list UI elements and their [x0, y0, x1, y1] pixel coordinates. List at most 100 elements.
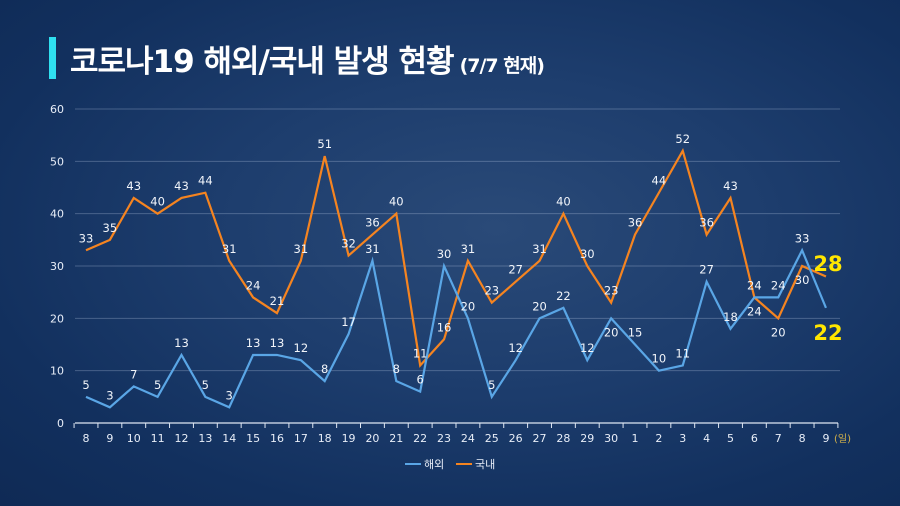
data-label-domestic: 27 [508, 263, 523, 277]
data-label-overseas: 8 [393, 362, 400, 376]
data-label-domestic: 43 [174, 179, 189, 193]
data-label-domestic: 30 [580, 247, 595, 261]
data-label-overseas: 5 [488, 378, 495, 392]
x-tick-label: 23 [437, 432, 451, 445]
legend-label-overseas: 해외 [424, 457, 444, 471]
data-label-overseas: 20 [604, 325, 619, 339]
highlight-label-overseas: 22 [813, 321, 842, 345]
data-label-domestic: 36 [628, 216, 643, 230]
y-tick-label: 60 [50, 103, 64, 116]
data-label-domestic: 36 [365, 216, 380, 230]
data-label-domestic: 43 [126, 179, 141, 193]
x-tick-label: 9 [106, 432, 113, 445]
page-title: 코로나19 해외/국내 발생 현황 (7/7 현재) [70, 36, 545, 81]
x-tick-label: 5 [727, 432, 734, 445]
data-label-overseas: 12 [508, 341, 523, 355]
y-tick-label: 0 [57, 417, 64, 430]
data-label-overseas: 13 [174, 336, 189, 350]
x-tick-label: 16 [270, 432, 284, 445]
data-label-domestic: 40 [556, 195, 571, 209]
data-label-domestic: 23 [604, 284, 619, 298]
data-label-overseas: 18 [723, 310, 738, 324]
series-line-overseas [85, 247, 827, 409]
data-label-domestic: 32 [341, 237, 356, 251]
x-tick-label: 14 [222, 432, 236, 445]
data-label-overseas: 12 [580, 341, 595, 355]
data-label-overseas: 11 [675, 346, 690, 360]
x-tick-label: 26 [509, 432, 523, 445]
x-tick-label: 18 [318, 432, 332, 445]
data-label-domestic: 51 [317, 137, 332, 151]
x-tick-label: 28 [556, 432, 570, 445]
title-accent-bar [49, 37, 56, 79]
data-label-overseas: 3 [106, 388, 113, 402]
data-label-overseas: 7 [130, 367, 137, 381]
x-tick-label: 24 [461, 432, 475, 445]
data-label-domestic: 31 [532, 242, 547, 256]
data-label-overseas: 30 [437, 247, 452, 261]
data-label-domestic: 44 [198, 174, 213, 188]
data-label-domestic: 23 [484, 284, 499, 298]
x-tick-label: 6 [751, 432, 758, 445]
data-label-domestic: 11 [413, 346, 428, 360]
x-tick-label: 1 [632, 432, 639, 445]
x-tick-label: 2 [655, 432, 662, 445]
data-label-domestic: 16 [437, 320, 452, 334]
legend-label-domestic: 국내 [475, 458, 495, 471]
data-label-overseas: 33 [795, 231, 810, 245]
data-label-domestic: 44 [652, 174, 667, 188]
x-tick-label: 22 [413, 432, 427, 445]
x-tick-label: 9 [822, 432, 829, 445]
data-label-domestic: 43 [723, 179, 738, 193]
data-label-overseas: 3 [226, 388, 233, 402]
data-label-overseas: 5 [154, 378, 161, 392]
data-label-overseas: 8 [321, 362, 328, 376]
y-tick-label: 50 [50, 155, 64, 168]
x-tick-label: 29 [580, 432, 594, 445]
data-label-overseas: 27 [699, 263, 714, 277]
data-label-domestic: 40 [150, 195, 165, 209]
x-tick-label: 11 [151, 432, 165, 445]
x-tick-label: 8 [799, 432, 806, 445]
x-tick-label: 13 [198, 432, 212, 445]
x-tick-label: 30 [604, 432, 618, 445]
data-label-domestic: 35 [103, 221, 118, 235]
data-label-overseas: 15 [628, 326, 643, 340]
y-tick-label: 30 [50, 260, 64, 273]
x-tick-label: 8 [83, 432, 90, 445]
data-label-domestic: 52 [675, 132, 690, 146]
data-label-domestic: 24 [246, 278, 261, 292]
x-tick-label: 21 [389, 432, 403, 445]
x-tick-label: 10 [127, 432, 141, 445]
data-label-domestic: 20 [771, 325, 786, 339]
x-unit-label: (일) [834, 433, 851, 445]
data-label-overseas: 5 [82, 378, 89, 392]
x-tick-label: 19 [342, 432, 356, 445]
data-label-domestic: 31 [294, 242, 309, 256]
data-label-domestic: 30 [795, 273, 810, 287]
x-tick-label: 7 [775, 432, 782, 445]
x-tick-label: 25 [485, 432, 499, 445]
data-label-overseas: 24 [747, 304, 762, 318]
highlight-label-domestic: 28 [813, 252, 842, 276]
y-tick-label: 40 [50, 208, 64, 221]
x-tick-label: 17 [294, 432, 308, 445]
x-tick-label: 15 [246, 432, 260, 445]
data-label-overseas: 17 [341, 315, 356, 329]
data-label-overseas: 13 [270, 336, 285, 350]
data-label-overseas: 20 [461, 299, 476, 313]
data-label-domestic: 40 [389, 195, 404, 209]
title-main: 코로나19 해외/국내 발생 현황 [70, 44, 455, 80]
data-label-overseas: 12 [294, 341, 309, 355]
y-tick-label: 20 [50, 312, 64, 325]
data-label-domestic: 31 [461, 242, 476, 256]
y-tick-label: 10 [50, 365, 64, 378]
x-tick-label: 4 [703, 432, 710, 445]
x-tick-label: 27 [533, 432, 547, 445]
data-label-domestic: 31 [222, 242, 237, 256]
data-label-overseas: 13 [246, 336, 261, 350]
data-label-overseas: 24 [771, 278, 786, 292]
x-tick-label: 20 [365, 432, 379, 445]
